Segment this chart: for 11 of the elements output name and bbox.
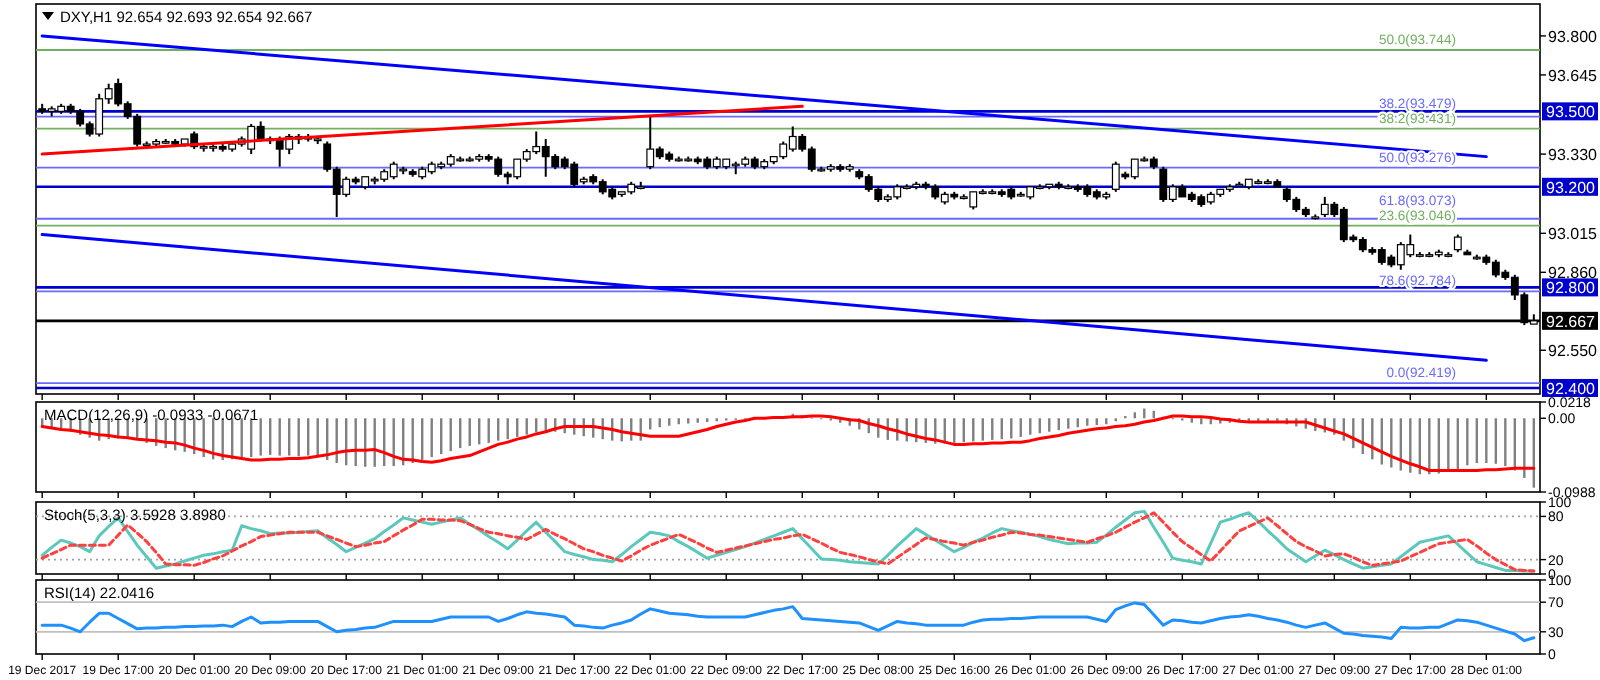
y-tick-label: 93.015 — [1548, 225, 1599, 244]
ref-line-label: 93.200 — [1546, 178, 1597, 197]
ref-line-label: 92.800 — [1546, 279, 1597, 298]
y-tick-label: 93.800 — [1548, 27, 1599, 46]
y-tick-label: 92.550 — [1548, 342, 1599, 361]
y-tick-label: 93.330 — [1548, 146, 1599, 165]
ref-line-label: 93.500 — [1546, 103, 1597, 122]
ref-line-label: 92.667 — [1546, 312, 1597, 331]
ref-line-label: 92.400 — [1546, 379, 1597, 398]
y-tick-label: 92.860 — [1548, 264, 1599, 283]
y-tick-label: 93.645 — [1548, 66, 1599, 85]
